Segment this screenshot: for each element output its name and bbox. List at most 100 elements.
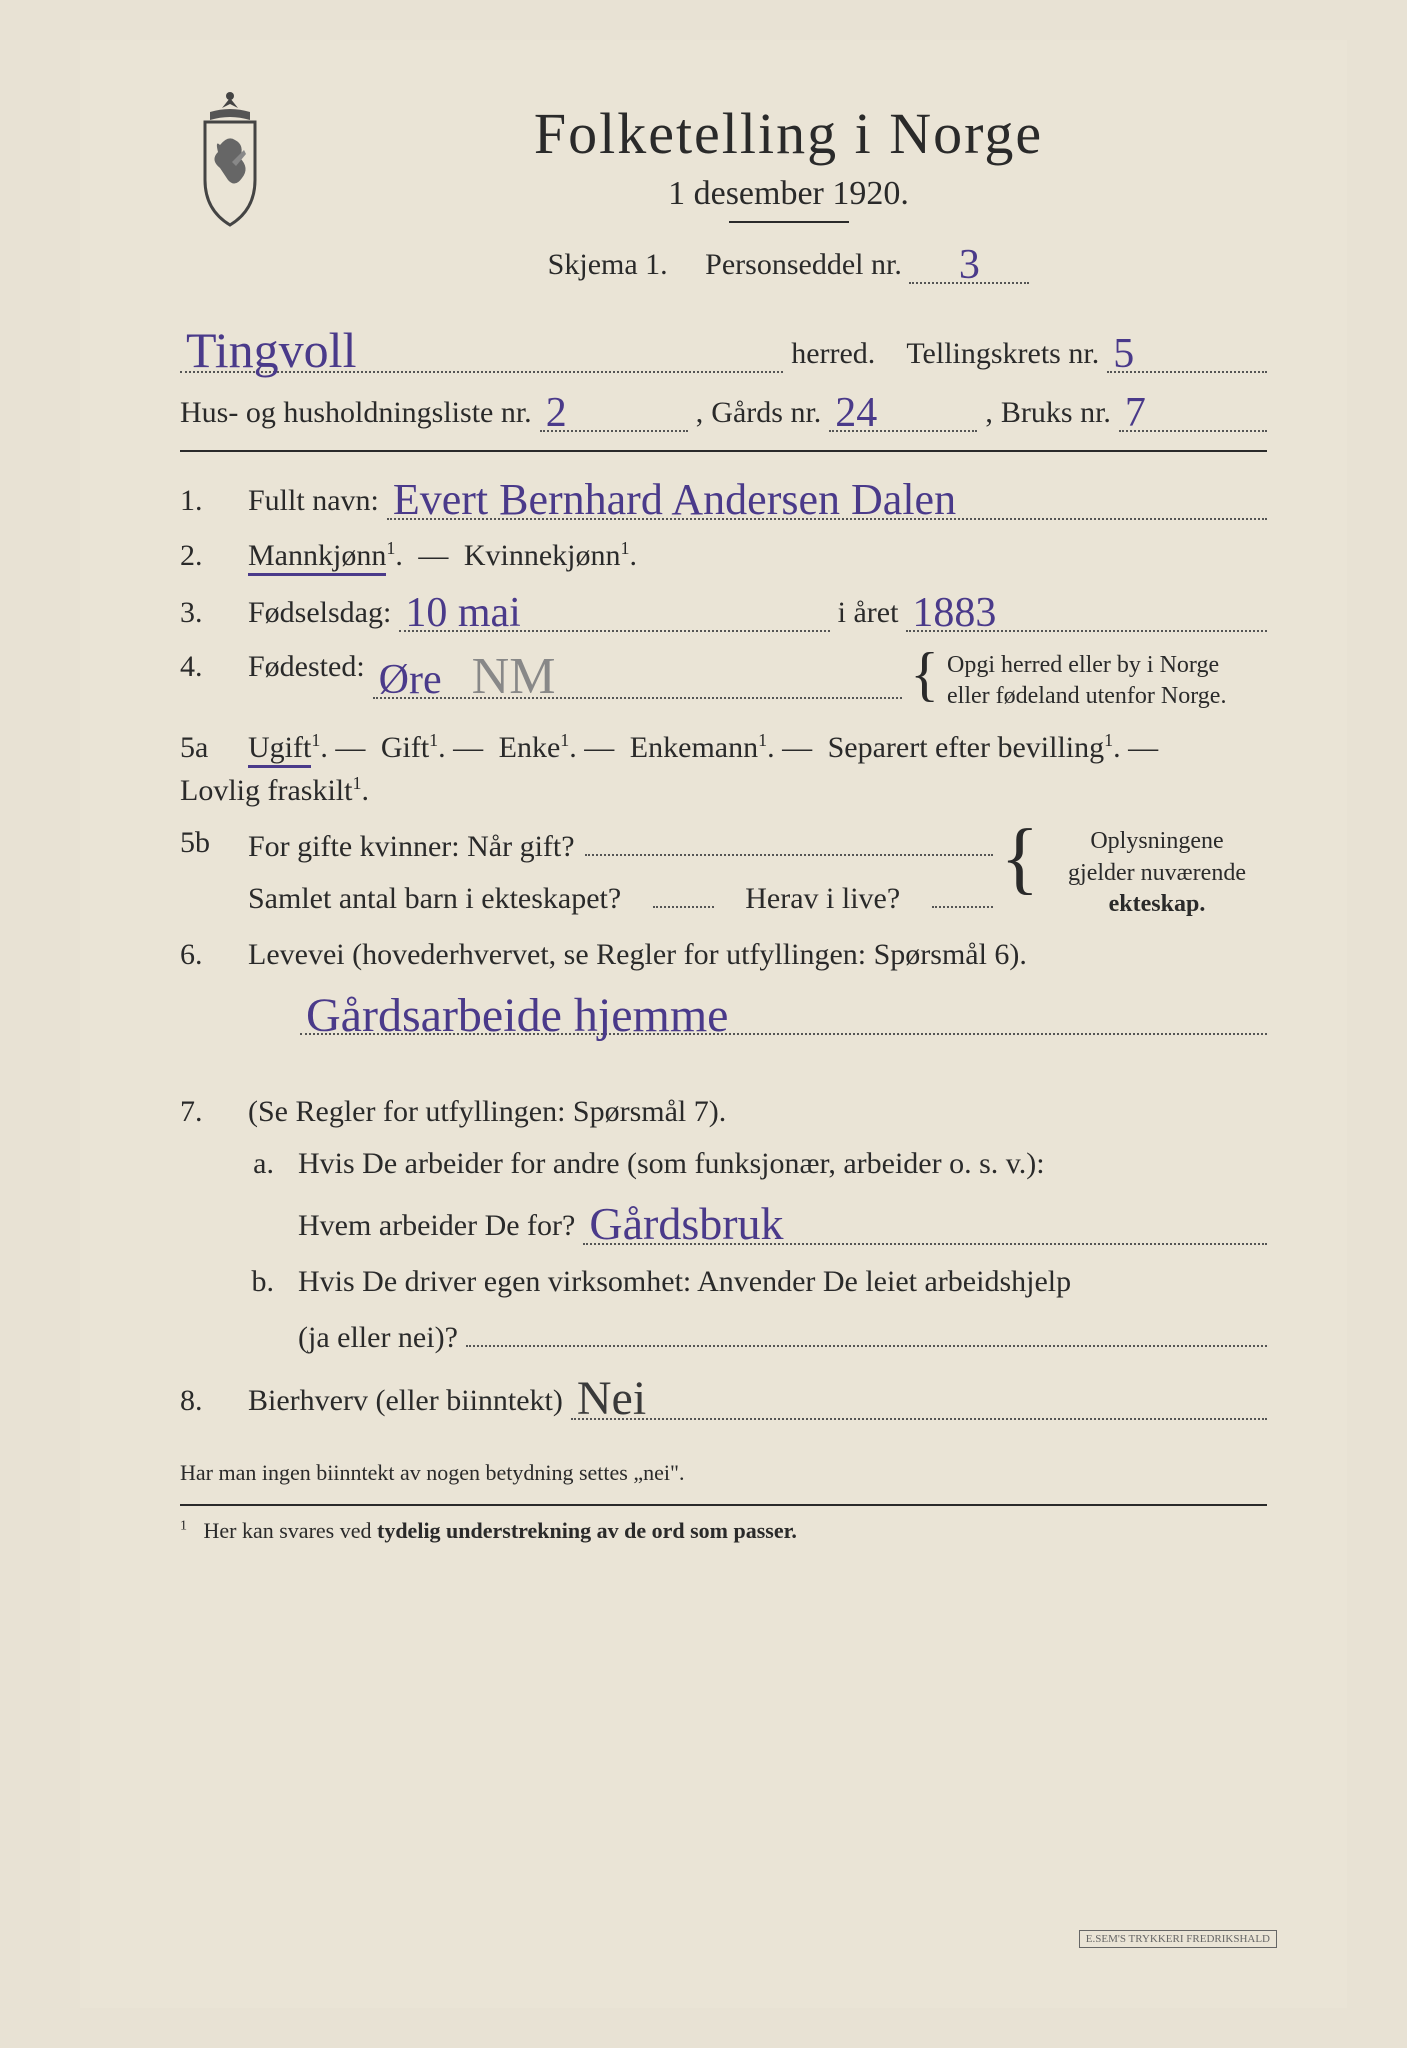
q3-year-label: i året [838,596,899,630]
q3-year-value: 1883 [912,595,996,633]
q1-label: Fullt navn: [248,484,379,518]
census-form-page: Folketelling i Norge 1 desember 1920. Sk… [80,40,1347,2008]
q7-row: 7. (Se Regler for utfyllingen: Spørsmål … [180,1095,1267,1129]
tellingskrets-label: Tellingskrets nr. [906,337,1099,371]
q5b-field3 [932,878,993,908]
q4-label: Fødested: [248,650,365,684]
q3-year-field: 1883 [906,591,1267,632]
q6-label: Levevei (hovederhvervet, se Regler for u… [248,938,1027,972]
q3-day-value: 10 mai [405,595,520,633]
q7a-label2: Hvem arbeider De for? [298,1209,575,1243]
husliste-nr: 2 [546,395,567,433]
q7b-label2: (ja eller nei)? [298,1321,458,1355]
q1-field: Evert Bernhard Andersen Dalen [387,476,1267,520]
q5b-num: 5b [180,826,240,860]
q4-note: Opgi herred eller by i Norge eller fødel… [947,650,1267,712]
q3-row: 3. Fødselsdag: 10 mai i året 1883 [180,591,1267,632]
husliste-field: 2 [540,391,688,432]
personseddel-nr-field: 3 [909,243,1029,284]
q7-label: (Se Regler for utfyllingen: Spørsmål 7). [248,1095,726,1129]
q2-kvinne: Kvinnekjønn1. [464,538,637,573]
q6-field: Gårdsarbeide hjemme [300,990,1267,1035]
bottom-note: Har man ingen biinntekt av nogen betydni… [180,1460,1267,1486]
q3-label: Fødselsdag: [248,596,391,630]
personseddel-label: Personseddel nr. [705,248,902,281]
skjema-line: Skjema 1. Personseddel nr. 3 [310,243,1267,284]
q5b-row: 5b For gifte kvinner: Når gift? Samlet a… [180,826,1267,920]
q3-day-field: 10 mai [399,591,829,632]
q4-pencil-initials: NM [472,654,556,701]
q3-num: 3. [180,596,240,630]
bruks-nr: 7 [1125,395,1146,433]
q5b-label3: Herav i live? [745,882,900,916]
skjema-label: Skjema 1. [548,248,668,281]
herred-row: Tingvoll herred. Tellingskrets nr. 5 [180,324,1267,373]
q2-row: 2. Mannkjønn1. — Kvinnekjønn1. [180,538,1267,573]
brace-icon: { [1001,826,1039,890]
q8-field: Nei [571,1373,1267,1420]
q7b-field [466,1317,1267,1347]
q4-field: Øre NM [373,650,903,699]
q7a-field: Gårdsbruk [583,1199,1267,1245]
q6-block: 6. Levevei (hovederhvervet, se Regler fo… [180,938,1267,1035]
q5b-field1 [585,826,993,856]
bruks-field: 7 [1119,391,1267,432]
q5b-body: For gifte kvinner: Når gift? Samlet anta… [248,826,993,916]
gards-label: Gårds nr. [711,396,821,430]
q4-row: 4. Fødested: Øre NM { Opgi herred eller … [180,650,1267,712]
rule-line [180,450,1267,452]
coat-of-arms-icon [180,90,280,230]
q5a-fraskilt: Lovlig fraskilt1. [180,773,369,808]
form-header: Folketelling i Norge 1 desember 1920. Sk… [180,100,1267,294]
footnote: 1 Her kan svares ved tydelig understrekn… [180,1504,1267,1544]
q4-num: 4. [180,650,240,684]
q7b-label1: Hvis De driver egen virksomhet: Anvender… [298,1265,1071,1299]
q5a-row: 5a Ugift1. — Gift1. — Enke1. — Enkemann1… [180,730,1267,808]
printer-stamp: E.SEM'S TRYKKERI FREDRIKSHALD [1079,1930,1277,1948]
q5b-field2 [653,878,714,908]
q5a-gift: Gift1. — [381,730,491,765]
herred-value: Tingvoll [186,328,356,373]
tellingskrets-nr: 5 [1113,336,1134,374]
personseddel-nr: 3 [959,247,980,285]
q5b-note: Oplysningene gjelder nuværende ekteskap. [1047,826,1267,920]
q2-num: 2. [180,539,240,573]
q8-value: Nei [577,1377,646,1420]
q5a-enke: Enke1. — [499,730,622,765]
q5a-enkemann: Enkemann1. — [630,730,820,765]
q1-value: Evert Bernhard Andersen Dalen [393,480,956,520]
q7a-num: a. [180,1147,290,1181]
husliste-label: Hus- og husholdningsliste nr. [180,396,532,430]
q7a-label1: Hvis De arbeider for andre (som funksjon… [298,1147,1045,1181]
title-block: Folketelling i Norge 1 desember 1920. Sk… [310,100,1267,294]
tellingskrets-field: 5 [1107,332,1267,373]
gards-nr: 24 [835,395,877,433]
brace-icon: { [910,650,939,698]
q5a-separert: Separert efter bevilling1. — [828,730,1159,765]
q5b-label1: For gifte kvinner: Når gift? [248,830,575,864]
q6-num: 6. [180,938,240,972]
q1-num: 1. [180,484,240,518]
q7a-row1: a. Hvis De arbeider for andre (som funks… [180,1147,1267,1181]
q8-label: Bierhverv (eller biinntekt) [248,1384,563,1418]
q7-num: 7. [180,1095,240,1129]
herred-label: herred. [791,337,875,371]
q7a-row2: Hvem arbeider De for? Gårdsbruk [180,1199,1267,1245]
gards-field: 24 [829,391,977,432]
q5b-label2: Samlet antal barn i ekteskapet? [248,882,621,916]
q8-row: 8. Bierhverv (eller biinntekt) Nei [180,1373,1267,1420]
q7a-value: Gårdsbruk [589,1203,783,1244]
q7b-num: b. [180,1265,290,1299]
q7b-row1: b. Hvis De driver egen virksomhet: Anven… [180,1265,1267,1299]
title-divider [729,221,849,223]
bruks-label: Bruks nr. [1001,396,1111,430]
q2-mann: Mannkjønn1. [248,538,403,573]
footnote-text: Her kan svares ved tydelig understreknin… [204,1518,797,1543]
q8-num: 8. [180,1384,240,1418]
husliste-row: Hus- og husholdningsliste nr. 2 , Gårds … [180,391,1267,432]
main-title: Folketelling i Norge [310,100,1267,167]
q5a-num: 5a [180,731,240,765]
q7b-row2: (ja eller nei)? [180,1317,1267,1355]
sub-title: 1 desember 1920. [310,175,1267,213]
q5a-ugift: Ugift1. — [248,730,373,765]
